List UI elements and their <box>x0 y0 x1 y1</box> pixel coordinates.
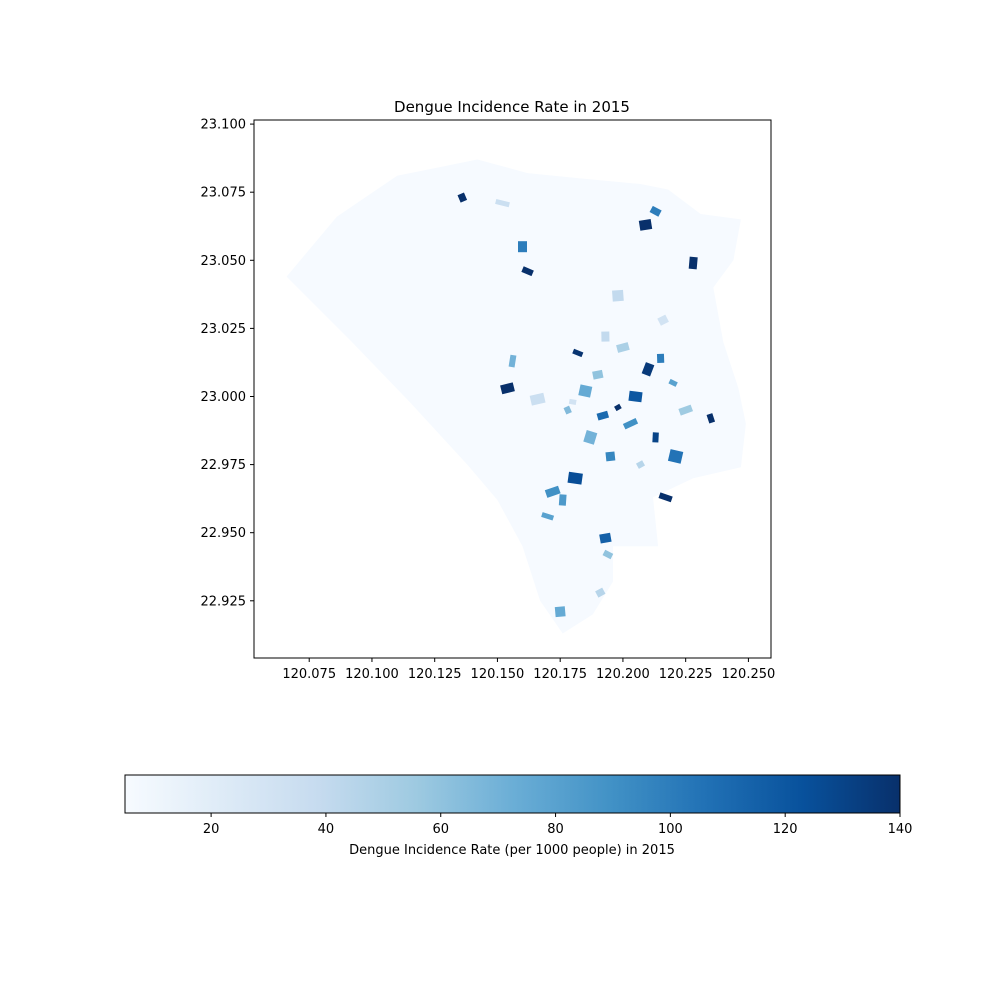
map-region <box>529 392 546 406</box>
x-tick-label: 120.100 <box>345 667 399 682</box>
map-region <box>649 205 662 217</box>
x-tick-label: 120.200 <box>596 667 650 682</box>
map-region <box>635 460 646 469</box>
map-region <box>605 451 616 462</box>
x-tick-label: 120.175 <box>533 667 587 682</box>
x-tick-label: 120.225 <box>659 667 713 682</box>
x-tick-label: 120.075 <box>282 667 336 682</box>
map-region <box>544 485 561 498</box>
colorbar <box>124 774 901 814</box>
map-region <box>658 492 673 503</box>
map-region <box>612 289 624 302</box>
map-region <box>601 331 610 342</box>
map-region <box>567 471 583 485</box>
map-region <box>595 587 606 598</box>
map-region <box>678 404 694 416</box>
map-region <box>554 606 566 618</box>
map-region <box>495 198 510 208</box>
map-region <box>652 432 659 443</box>
map-region <box>628 390 643 403</box>
y-axis: 22.925 22.950 22.975 23.000 23.025 23.050 23.0… <box>201 118 254 609</box>
map-layer <box>286 159 746 634</box>
y-tick-label: 23.025 <box>201 322 247 337</box>
map-region <box>638 219 653 231</box>
chart-title: Dengue Incidence Rate in 2015 <box>394 98 630 116</box>
map-region <box>614 403 622 412</box>
colorbar-tick-label: 20 <box>203 822 220 837</box>
colorbar-tick-label: 100 <box>658 822 683 837</box>
map-region <box>572 348 584 358</box>
map-region <box>563 405 572 415</box>
x-tick-label: 120.250 <box>722 667 776 682</box>
map-region <box>668 378 678 387</box>
map-region <box>568 398 577 405</box>
map-region <box>688 256 698 270</box>
map-region <box>508 354 517 368</box>
map-region <box>657 314 669 326</box>
map-region <box>667 449 684 464</box>
map-region <box>583 430 598 445</box>
colorbar-tick-label: 40 <box>318 822 335 837</box>
map-region <box>596 410 610 421</box>
colorbar-tick-label: 80 <box>547 822 564 837</box>
y-tick-label: 22.925 <box>201 594 247 609</box>
y-tick-label: 23.075 <box>201 186 247 201</box>
y-tick-label: 23.050 <box>201 254 247 269</box>
map-region <box>706 413 716 424</box>
plot-frame <box>253 119 772 659</box>
map-region <box>592 369 604 380</box>
map-region <box>602 549 614 560</box>
map-region <box>599 532 612 544</box>
map-region <box>558 494 567 506</box>
y-tick-label: 22.975 <box>201 458 247 473</box>
map-region <box>518 241 527 253</box>
map-region <box>656 353 665 364</box>
map-region <box>521 266 534 277</box>
city-boundary <box>286 159 746 634</box>
map-region <box>622 418 639 430</box>
map-region <box>641 362 655 377</box>
map-region <box>578 384 593 398</box>
map-region <box>541 512 555 521</box>
map-region <box>616 342 630 353</box>
y-tick-label: 23.000 <box>201 390 247 405</box>
colorbar-tick-label: 140 <box>888 822 913 837</box>
y-tick-label: 22.950 <box>201 526 247 541</box>
x-axis: 120.075 120.100 120.125 120.150 120.175 120.2… <box>282 658 775 682</box>
x-tick-label: 120.125 <box>408 667 462 682</box>
map-region <box>500 382 515 395</box>
colorbar-tick-label: 120 <box>773 822 798 837</box>
y-tick-label: 23.100 <box>201 118 247 133</box>
colorbar-label: Dengue Incidence Rate (per 1000 people) … <box>349 843 675 858</box>
map-region <box>457 192 468 203</box>
colorbar-axis: 20 40 60 80 100 120 140 <box>203 813 913 837</box>
colorbar-tick-label: 60 <box>432 822 449 837</box>
x-tick-label: 120.150 <box>471 667 525 682</box>
